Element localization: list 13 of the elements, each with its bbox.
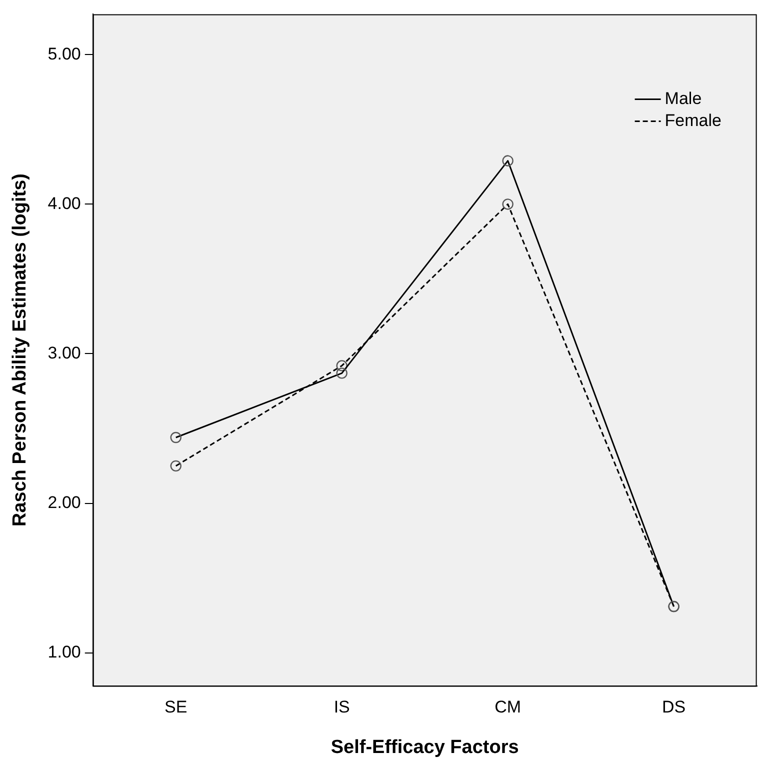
x-tick-label: DS: [662, 698, 686, 717]
y-tick-label: 3.00: [48, 343, 81, 362]
x-tick-label: CM: [494, 698, 522, 717]
x-axis-title: Self-Efficacy Factors: [330, 736, 519, 758]
y-tick-label: 4.00: [48, 194, 81, 213]
y-axis-title: Rasch Person Ability Estimates (logits): [10, 174, 31, 526]
x-tick-label: SE: [164, 698, 188, 717]
y-tick-label: 2.00: [48, 493, 81, 512]
x-tick-label: IS: [334, 698, 350, 717]
legend-label: Male: [664, 88, 702, 108]
legend-label: Female: [664, 110, 722, 130]
y-tick-label: 1.00: [48, 642, 81, 662]
y-tick-label: 5.00: [48, 44, 81, 64]
